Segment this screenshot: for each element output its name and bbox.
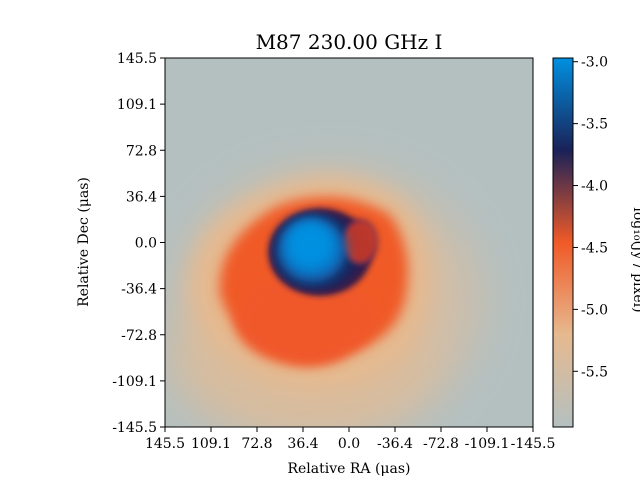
y-tick-label: -36.4: [121, 282, 157, 298]
right-blob: [342, 219, 378, 265]
colorbar-tick-label: -3.5: [581, 117, 608, 133]
x-tick-label: 0.0: [338, 436, 360, 452]
heatmap-image: [165, 58, 533, 427]
x-axis-label: Relative RA (μas): [287, 461, 410, 477]
y-tick-label: -145.5: [112, 420, 157, 436]
colorbar-tick-label: -3.0: [581, 55, 608, 71]
chart-title: M87 230.00 GHz I: [256, 30, 443, 54]
red-emission-lower: [235, 275, 375, 365]
bright-core: [286, 221, 334, 269]
colorbar-ticks: -3.0 -3.5 -4.0 -4.5 -5.0 -5.5: [573, 55, 608, 380]
y-tick-label: -72.8: [121, 328, 157, 344]
y-tick-label: 0.0: [135, 236, 157, 252]
x-tick-label: -36.4: [377, 436, 413, 452]
x-tick-label: 36.4: [287, 436, 318, 452]
x-tick-label: -145.5: [511, 436, 556, 452]
colorbar: [552, 57, 574, 428]
y-tick-label: 36.4: [126, 189, 157, 205]
y-tick-label: 145.5: [117, 51, 157, 67]
x-tick-label: -109.1: [465, 436, 510, 452]
colorbar-tick-label: -4.5: [581, 240, 608, 256]
x-tick-label: 109.1: [191, 436, 231, 452]
x-tick-label: -72.8: [423, 436, 459, 452]
y-tick-label: -109.1: [112, 374, 157, 390]
colorbar-tick-label: -4.0: [581, 179, 608, 195]
x-tick-label: 145.5: [145, 436, 185, 452]
y-axis-ticks: 145.5 109.1 72.8 36.4 0.0 -36.4 -72.8 -109.1 -14…: [112, 51, 165, 436]
colorbar-label: log₁₀(Jy / pixel): [630, 207, 640, 312]
x-tick-label: 72.8: [241, 436, 272, 452]
x-axis-ticks: 145.5 109.1 72.8 36.4 0.0 -36.4 -72.8 -109.1 -14…: [145, 427, 555, 452]
colorbar-tick-label: -5.5: [581, 364, 608, 380]
y-tick-label: 109.1: [117, 97, 157, 113]
y-tick-label: 72.8: [126, 143, 157, 159]
colorbar-tick-label: -5.0: [581, 302, 608, 318]
y-axis-label: Relative Dec (μas): [76, 177, 92, 307]
